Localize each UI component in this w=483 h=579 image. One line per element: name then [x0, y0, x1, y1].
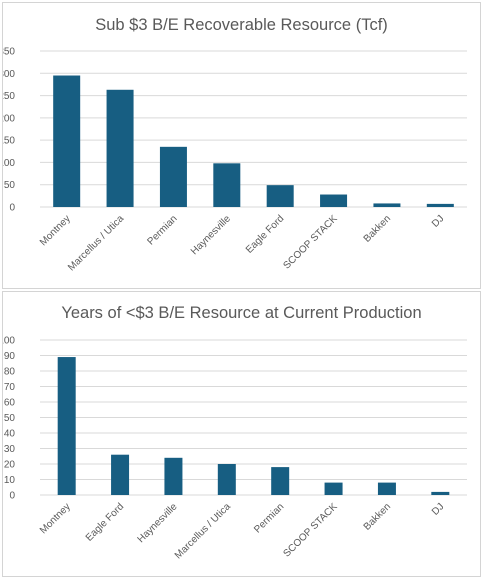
y-tick-label: 50 — [4, 413, 16, 424]
bar-scoop-stack — [320, 194, 348, 207]
chart-title: Years of <$3 B/E Resource at Current Pro… — [61, 304, 422, 322]
y-tick-label: 80 — [4, 367, 16, 378]
bar-bakken — [373, 203, 401, 207]
bar-scoop-stack — [324, 482, 343, 495]
x-tick-label: Haynesville — [136, 501, 180, 545]
bar-haynesville — [164, 457, 183, 495]
bar-permian — [271, 467, 290, 495]
x-tick-label: DJ — [430, 501, 446, 517]
bar-haynesville — [213, 163, 241, 207]
bar-eagle-ford — [111, 454, 130, 495]
y-tick-label: 0 — [9, 491, 15, 502]
chart-title: Sub $3 B/E Recoverable Resource (Tcf) — [95, 16, 388, 34]
x-tick-label: Marcellus / Utica — [173, 501, 233, 561]
x-tick-label: Marcellus / Utica — [66, 213, 126, 273]
x-tick-label: Bakken — [362, 501, 393, 532]
bar-montney — [57, 357, 76, 495]
x-tick-label: Permian — [145, 213, 179, 247]
y-tick-label: 30 — [4, 444, 16, 455]
y-tick-label: 70 — [4, 382, 16, 393]
x-tick-label: Haynesville — [189, 213, 233, 257]
y-tick-label: 150 — [3, 136, 15, 147]
chart-panel-recoverable-resource: Sub $3 B/E Recoverable Resource (Tcf) 0 5… — [2, 2, 481, 289]
chart-panel-years-of-resource: Years of <$3 B/E Resource at Current Pro… — [2, 291, 481, 577]
x-tick-label: Bakken — [362, 213, 393, 244]
y-tick-label: 20 — [4, 460, 16, 471]
y-tick-label: 90 — [4, 351, 16, 362]
y-tick-label: 40 — [4, 429, 16, 440]
x-tick-label: Permian — [252, 501, 286, 535]
x-tick-label: Eagle Ford — [84, 501, 126, 543]
bar-dj — [426, 203, 454, 207]
y-tick-label: 200 — [3, 113, 15, 124]
bar-marcellus-utica — [106, 89, 134, 207]
y-tick-label: 50 — [4, 180, 16, 191]
x-tick-label: SCOOP STACK — [281, 501, 339, 559]
bar-dj — [431, 491, 450, 495]
x-tick-label: SCOOP STACK — [281, 213, 339, 271]
y-tick-label: 350 — [3, 47, 15, 58]
bar-bakken — [377, 482, 396, 495]
y-tick-label: 60 — [4, 398, 16, 409]
y-tick-label: 100 — [3, 336, 15, 347]
bar-chart-years-of-resource: 0 10 20 30 40 50 60 70 80 90 100 Montney Eagle FordH… — [3, 336, 467, 561]
bar-eagle-ford — [266, 185, 294, 207]
bar-permian — [159, 146, 187, 207]
x-tick-label: DJ — [430, 213, 446, 229]
bar-marcellus-utica — [217, 464, 236, 495]
y-tick-label: 250 — [3, 91, 15, 102]
bar-montney — [53, 75, 81, 207]
y-tick-label: 300 — [3, 69, 15, 80]
x-tick-label: Montney — [38, 501, 73, 536]
y-tick-label: 100 — [3, 158, 15, 169]
x-tick-label: Montney — [38, 213, 73, 248]
y-tick-label: 10 — [4, 475, 16, 486]
x-tick-label: Eagle Ford — [244, 213, 286, 255]
y-tick-label: 0 — [9, 203, 15, 214]
